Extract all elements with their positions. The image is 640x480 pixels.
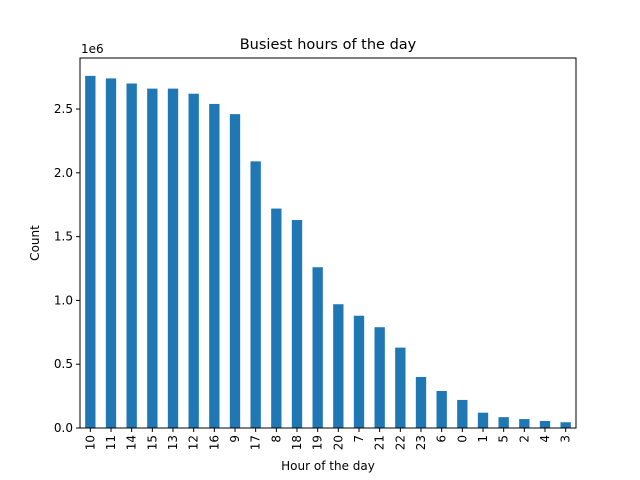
x-tick-label: 17 — [249, 435, 263, 450]
x-tick-label: 8 — [269, 435, 283, 443]
x-axis-label: Hour of the day — [281, 459, 375, 473]
y-offset-label: 1e6 — [81, 42, 104, 56]
bar-hour-9 — [229, 114, 241, 428]
x-tick-label: 21 — [373, 435, 387, 450]
bar-hour-18 — [291, 220, 303, 428]
x-tick-label: 15 — [145, 435, 159, 450]
bar-hour-19 — [312, 267, 323, 428]
y-tick-label: 2.5 — [54, 102, 73, 116]
bar-hour-15 — [147, 88, 158, 428]
chart-title: Busiest hours of the day — [240, 37, 417, 53]
x-axis: 10 11 14 15 13 12 16 9 17 8 18 19 20 7 21 22 23 6 0 1 5 2 4 3 — [83, 428, 573, 450]
bar-hour-7 — [353, 315, 365, 428]
bar-hour-13 — [167, 88, 179, 428]
x-tick-label: 6 — [435, 435, 449, 443]
y-axis-label: Count — [28, 225, 42, 261]
x-tick-label: 19 — [311, 435, 325, 450]
x-tick-label: 10 — [83, 435, 97, 450]
x-tick-label: 13 — [166, 435, 180, 450]
plot-frame — [79, 57, 577, 429]
x-tick-label: 4 — [538, 435, 552, 443]
y-tick-label: 0.0 — [54, 421, 73, 435]
bar-hour-23 — [415, 376, 427, 428]
x-tick-label: 2 — [517, 435, 531, 443]
bar-hour-14 — [126, 83, 137, 428]
bar-hour-12 — [188, 93, 199, 429]
bar-hour-20 — [333, 304, 344, 428]
x-tick-label: 0 — [455, 435, 469, 443]
x-tick-label: 12 — [187, 435, 201, 450]
x-tick-label: 9 — [228, 435, 242, 443]
y-tick-label: 1.0 — [54, 293, 73, 307]
x-tick-label: 22 — [393, 435, 407, 450]
y-tick-label: 1.5 — [54, 230, 73, 244]
bar-hour-4 — [539, 420, 551, 428]
bar-hour-5 — [498, 417, 509, 428]
bar-hour-0 — [457, 399, 468, 428]
bar-hour-8 — [271, 208, 282, 428]
bar-hour-1 — [477, 412, 489, 428]
bar-hour-22 — [395, 347, 406, 428]
x-tick-label: 23 — [414, 435, 428, 450]
bars — [85, 75, 571, 429]
x-tick-label: 16 — [207, 435, 221, 450]
bar-hour-21 — [374, 327, 385, 428]
bar-hour-10 — [85, 75, 96, 429]
bar-hour-17 — [250, 161, 261, 428]
x-tick-label: 5 — [497, 435, 511, 443]
x-tick-label: 1 — [476, 435, 490, 443]
bar-hour-6 — [436, 391, 447, 428]
bar-hour-3 — [560, 422, 571, 428]
x-tick-label: 3 — [559, 435, 573, 443]
y-tick-label: 0.5 — [54, 357, 73, 371]
bar-hour-11 — [105, 78, 117, 429]
x-tick-label: 20 — [331, 435, 345, 450]
y-axis: 0.0 0.5 1.0 1.5 2.0 2.5 — [54, 102, 80, 435]
y-tick-label: 2.0 — [54, 166, 73, 180]
x-tick-label: 14 — [125, 435, 139, 450]
x-tick-label: 11 — [104, 435, 118, 450]
x-tick-label: 18 — [290, 435, 304, 450]
x-tick-label: 7 — [352, 435, 366, 443]
bar-hour-2 — [519, 419, 530, 428]
bar-hour-16 — [209, 103, 220, 429]
